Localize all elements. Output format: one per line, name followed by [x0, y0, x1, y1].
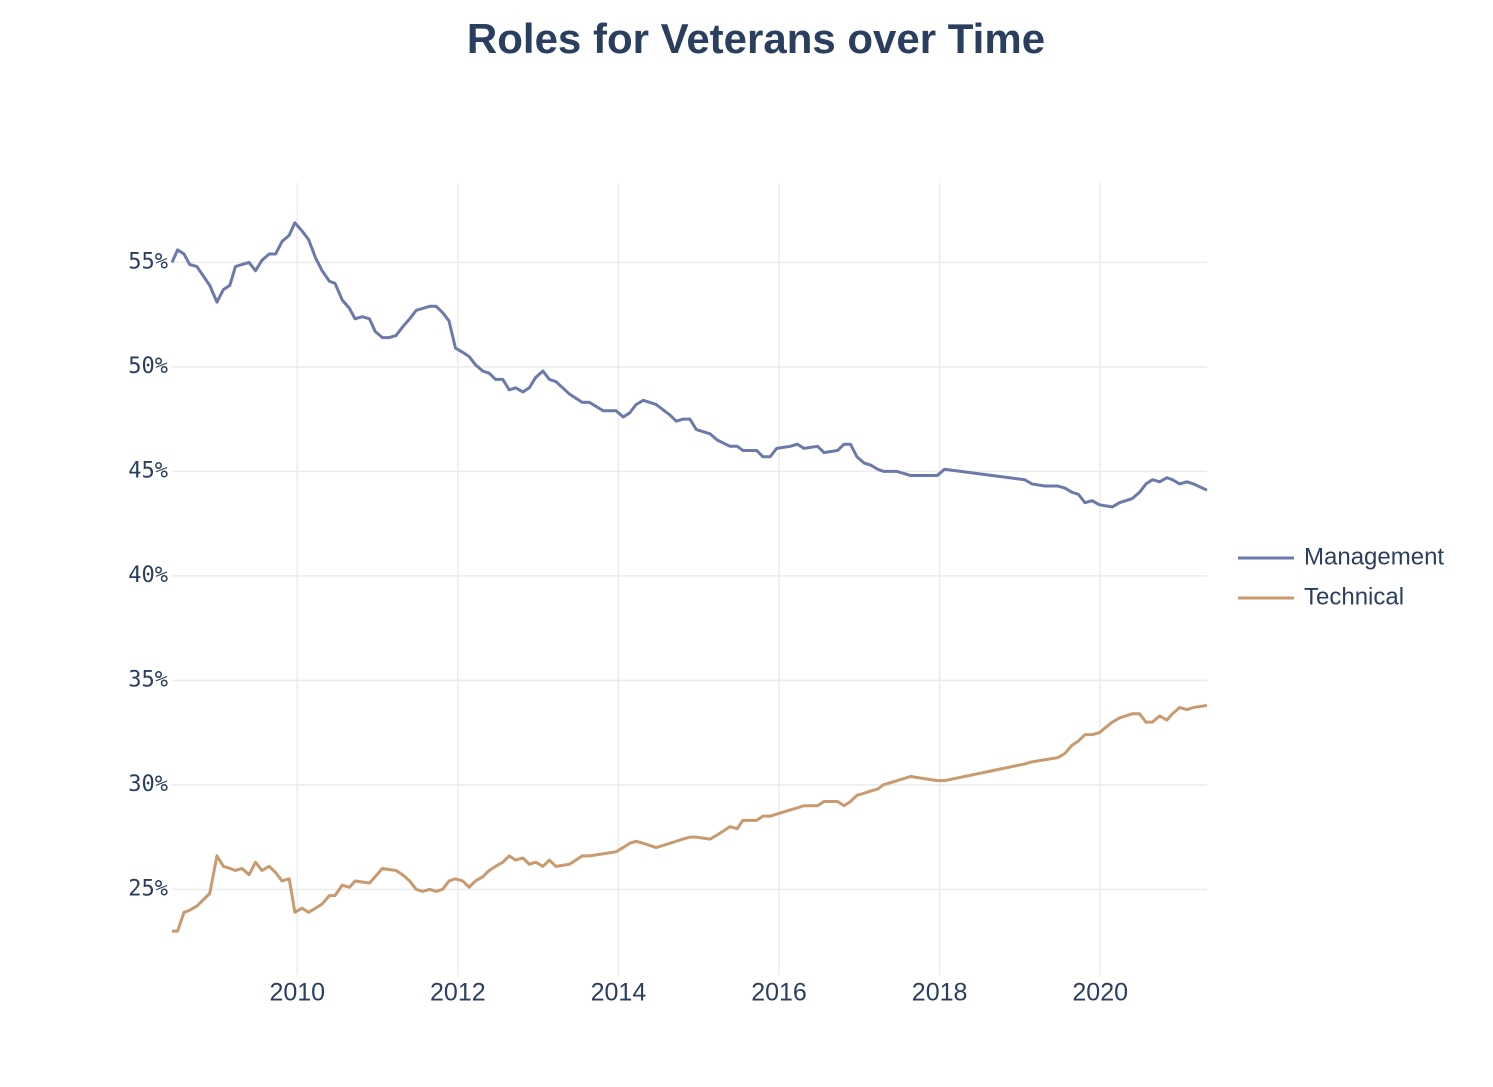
- y-tick-label: 30%: [128, 772, 168, 797]
- y-tick-label: 55%: [128, 249, 168, 274]
- x-tick-label: 2012: [430, 979, 486, 1007]
- x-tick-label: 2016: [751, 979, 807, 1007]
- x-tick-label: 2010: [269, 979, 325, 1007]
- line: [172, 703, 1208, 933]
- y-tick-label: 50%: [128, 354, 168, 379]
- y-tick-label: 40%: [128, 563, 168, 588]
- line: [170, 221, 1208, 509]
- x-tick-label: 2020: [1072, 979, 1128, 1007]
- x-tick-label: 2018: [912, 979, 968, 1007]
- chart-title: Roles for Veterans over Time: [467, 15, 1045, 62]
- legend-label: Management: [1304, 543, 1444, 570]
- x-tick-label: 2014: [591, 979, 647, 1007]
- y-tick-label: 35%: [128, 667, 168, 692]
- y-tick-label: 25%: [128, 876, 168, 901]
- y-tick-label: 45%: [128, 458, 168, 483]
- legend-label: Technical: [1304, 583, 1404, 610]
